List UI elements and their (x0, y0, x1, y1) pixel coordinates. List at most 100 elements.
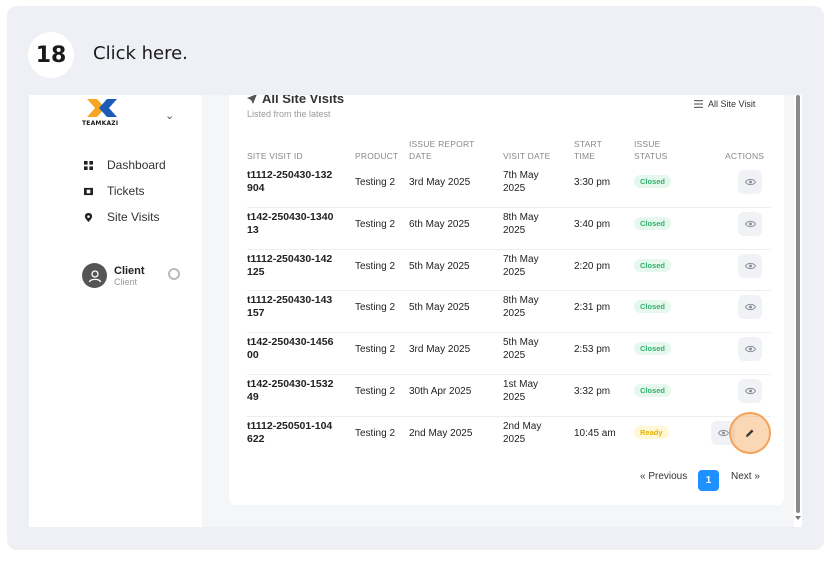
pencil-icon (746, 429, 754, 437)
cell-site-visit-id: t1112-250430-143157 (247, 294, 333, 320)
header-site-visit-id: SITE VISIT ID (247, 151, 303, 161)
eye-icon (744, 346, 756, 353)
cell-product: Testing 2 (355, 302, 396, 314)
row-divider (247, 374, 771, 375)
cell-visit-date: 2nd May 2025 (503, 420, 542, 445)
cell-product: Testing 2 (355, 218, 396, 230)
status-badge: Closed (634, 258, 672, 272)
location-pin-icon (84, 212, 93, 222)
eye-icon (744, 262, 756, 269)
filter-dropdown[interactable]: All Site Visit (694, 99, 755, 109)
status-badge: Closed (634, 300, 672, 314)
header-issue-status: ISSUE STATUS (634, 139, 668, 161)
edit-button[interactable] (738, 421, 762, 445)
cell-start-time: 2:20 pm (574, 260, 611, 272)
cell-issue-report-date: 5th May 2025 (409, 302, 470, 314)
cell-issue-report-date: 2nd May 2025 (409, 427, 473, 439)
cell-issue-report-date: 30th Apr 2025 (409, 386, 472, 397)
teamkazi-logo (87, 99, 117, 117)
cell-product: Testing 2 (355, 260, 396, 272)
eye-icon (744, 220, 756, 227)
status-badge: Closed (634, 175, 672, 188)
eye-icon (744, 178, 756, 186)
cell-visit-date: 5th May 2025 (503, 337, 539, 362)
panel-subtitle: Listed from the latest (247, 109, 331, 119)
pagination-previous[interactable]: « Previous (640, 471, 688, 482)
step-number: 18 (28, 32, 74, 78)
brand-wordmark: TEAMKAZI (82, 120, 119, 127)
cell-product: Testing 2 (355, 386, 396, 397)
scroll-down-arrow[interactable] (795, 516, 801, 520)
cell-visit-date: 7th May 2025 (503, 253, 539, 278)
step-instruction: Click here. (93, 43, 188, 64)
sidebar-item-site-visits[interactable]: Site Visits (84, 210, 159, 224)
cell-start-time: 2:31 pm (574, 302, 611, 314)
pagination-next[interactable]: Next » (731, 471, 760, 482)
header-issue-report-date: ISSUE REPORT DATE (409, 139, 475, 161)
main-content: All Site Visits Listed from the latest A… (202, 95, 794, 527)
row-divider (247, 415, 771, 417)
user-role: Client (114, 276, 138, 287)
app-screenshot: TEAMKAZI ⌄ Dashboard Tickets Site Visits (29, 95, 802, 527)
view-button[interactable] (738, 253, 762, 278)
sidebar-item-dashboard[interactable]: Dashboard (84, 158, 166, 172)
chevron-down-icon[interactable]: ⌄ (165, 109, 175, 122)
scrollbar[interactable] (794, 95, 802, 527)
header-actions: ACTIONS (725, 151, 765, 161)
row-divider (247, 206, 771, 208)
cell-issue-report-date: 3rd May 2025 (409, 177, 471, 188)
cell-site-visit-id: t1112-250430-142125 (247, 252, 333, 278)
cell-issue-report-date: 3rd May 2025 (409, 344, 471, 356)
page-title: All Site Visits (247, 95, 344, 106)
user-icon (88, 269, 101, 282)
status-badge: Closed (634, 384, 672, 397)
row-divider (247, 248, 771, 250)
cell-site-visit-id: t1112-250501-104622 (247, 419, 333, 445)
status-badge: Ready (634, 425, 669, 439)
cell-start-time: 2:53 pm (574, 344, 611, 356)
left-gutter (29, 95, 62, 527)
cell-product: Testing 2 (355, 344, 396, 356)
cell-product: Testing 2 (355, 427, 396, 439)
scrollbar-thumb[interactable] (796, 95, 800, 513)
row-divider (247, 332, 771, 334)
ticket-icon (84, 187, 93, 195)
cell-start-time: 10:45 am (574, 427, 616, 439)
cell-product: Testing 2 (355, 177, 396, 188)
header-product: PRODUCT (355, 151, 399, 161)
sidebar: TEAMKAZI ⌄ Dashboard Tickets Site Visits (62, 95, 202, 527)
pagination-current-page[interactable]: 1 (698, 470, 719, 491)
status-badge: Closed (634, 216, 672, 230)
settings-icon[interactable] (168, 268, 180, 280)
cell-issue-report-date: 6th May 2025 (409, 218, 470, 230)
cell-visit-date: 7th May 2025 (503, 170, 539, 194)
view-button[interactable] (738, 170, 762, 194)
cell-start-time: 3:32 pm (574, 386, 611, 397)
view-button[interactable] (738, 379, 762, 403)
cell-issue-report-date: 5th May 2025 (409, 260, 470, 272)
user-profile[interactable]: Client Client (82, 263, 145, 288)
cell-site-visit-id: t142-250430-145600 (247, 336, 334, 362)
view-button[interactable] (738, 295, 762, 320)
navigation-arrow-icon (247, 95, 257, 104)
eye-icon (744, 387, 756, 395)
avatar (82, 263, 107, 288)
cell-start-time: 3:30 pm (574, 177, 611, 188)
view-button[interactable] (738, 337, 762, 362)
view-button[interactable] (738, 211, 762, 236)
row-divider (247, 290, 771, 292)
cell-site-visit-id: t142-250430-134013 (247, 210, 334, 236)
filter-label: All Site Visit (708, 99, 756, 109)
cell-visit-date: 8th May 2025 (503, 211, 539, 236)
cell-visit-date: 8th May 2025 (503, 295, 539, 320)
status-badge: Closed (634, 342, 672, 356)
cell-site-visit-id: t1112-250430-132904 (247, 169, 333, 194)
header-start-time: START TIME (574, 139, 602, 161)
sidebar-item-tickets[interactable]: Tickets (84, 184, 145, 198)
sidebar-item-label: Tickets (107, 184, 145, 198)
cell-start-time: 3:40 pm (574, 218, 611, 230)
grid-icon (84, 160, 93, 170)
sidebar-item-label: Site Visits (107, 210, 160, 224)
eye-icon (717, 429, 729, 436)
header-visit-date: VISIT DATE (503, 151, 551, 161)
